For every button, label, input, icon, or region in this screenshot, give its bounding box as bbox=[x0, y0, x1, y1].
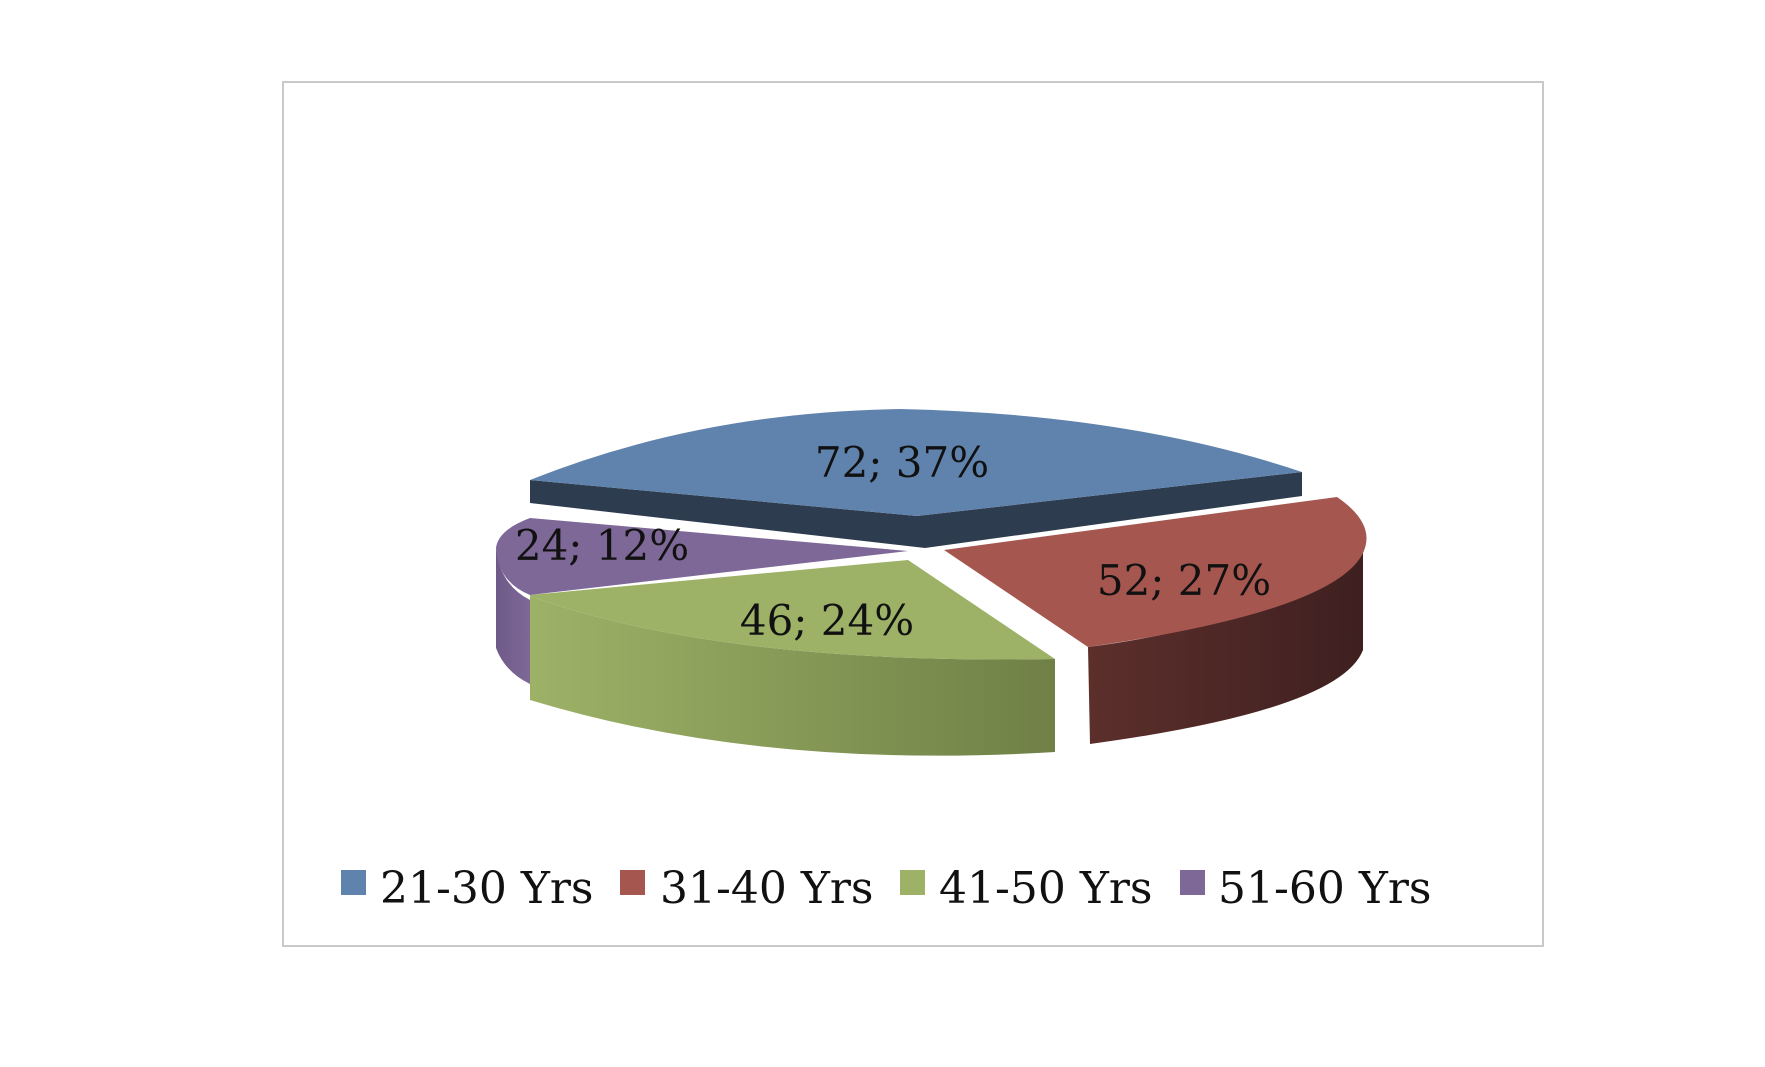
slice-21-30-yrs bbox=[530, 409, 1302, 548]
legend-swatch-41-50-yrs bbox=[900, 870, 925, 895]
slice-41-50-yrs bbox=[530, 560, 1055, 756]
legend: 21-30 Yrs 31-40 Yrs 41-50 Yrs 51-60 Yrs bbox=[341, 863, 1432, 914]
slice-41-50-yrs-side bbox=[530, 596, 1055, 756]
slice-41-50-yrs-top bbox=[530, 560, 1055, 660]
slice-51-60-yrs bbox=[496, 518, 908, 684]
legend-swatch-31-40-yrs bbox=[620, 870, 645, 895]
data-label-21-30-yrs: 72; 37% bbox=[815, 438, 989, 487]
legend-swatch-51-60-yrs bbox=[1180, 870, 1205, 895]
data-label-41-50-yrs: 46; 24% bbox=[740, 596, 914, 645]
legend-label-31-40-yrs: 31-40 Yrs bbox=[660, 863, 874, 914]
legend-swatch-21-30-yrs bbox=[341, 870, 366, 895]
legend-label-21-30-yrs: 21-30 Yrs bbox=[380, 863, 594, 914]
legend-item-31-40-yrs: 31-40 Yrs bbox=[620, 863, 874, 914]
legend-item-41-50-yrs: 41-50 Yrs bbox=[900, 863, 1153, 914]
data-label-51-60-yrs: 24; 12% bbox=[515, 521, 689, 570]
legend-item-21-30-yrs: 21-30 Yrs bbox=[341, 863, 594, 914]
slice-51-60-yrs-side bbox=[496, 548, 530, 684]
slice-51-60-yrs-top bbox=[496, 518, 908, 595]
legend-item-51-60-yrs: 51-60 Yrs bbox=[1180, 863, 1432, 914]
legend-label-41-50-yrs: 41-50 Yrs bbox=[939, 863, 1153, 914]
data-label-31-40-yrs: 52; 27% bbox=[1097, 556, 1271, 605]
legend-label-51-60-yrs: 51-60 Yrs bbox=[1218, 863, 1432, 914]
slice-21-30-yrs-top bbox=[530, 409, 1302, 516]
slice-21-30-yrs-side bbox=[530, 472, 1302, 548]
slice-31-40-yrs-top bbox=[944, 497, 1367, 647]
slice-31-40-yrs bbox=[944, 497, 1367, 744]
